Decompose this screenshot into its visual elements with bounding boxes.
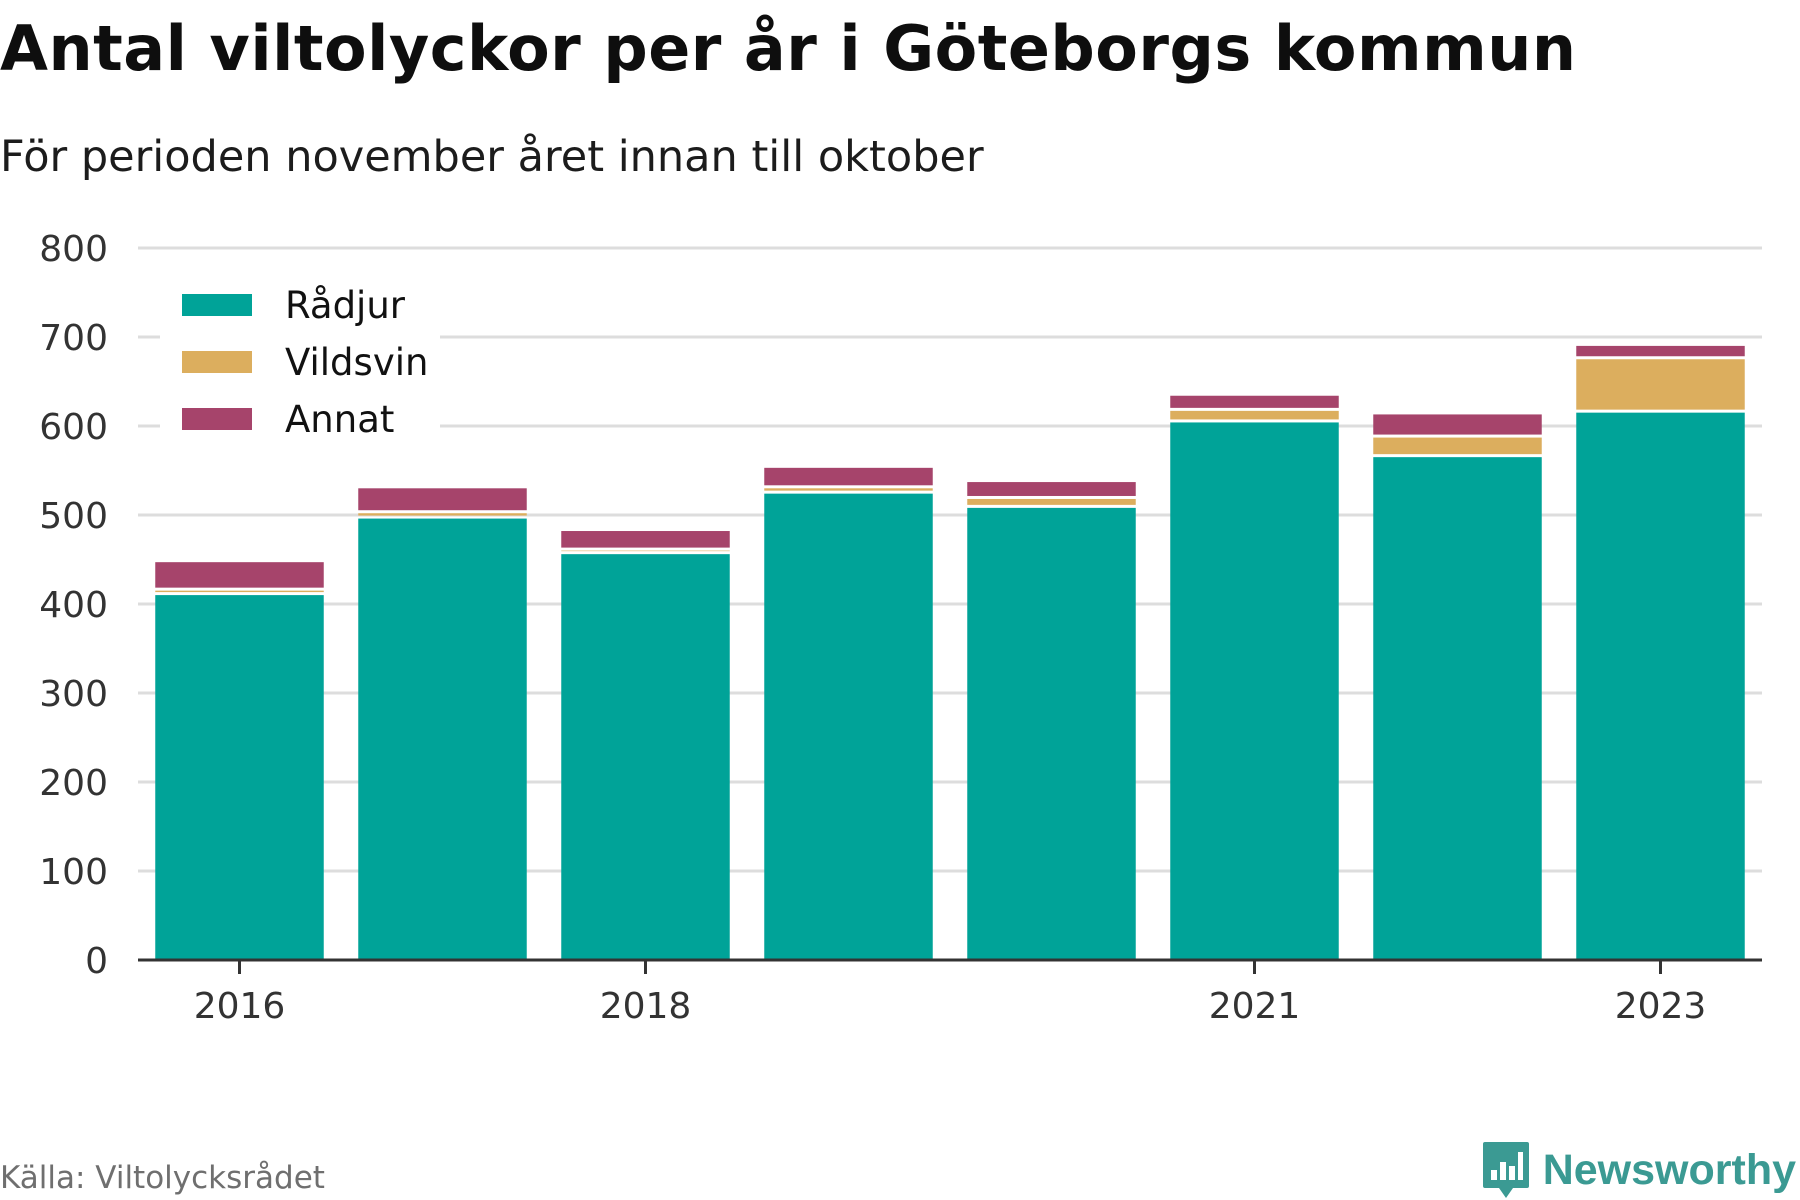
bar-rådjur-2016: [155, 595, 324, 960]
y-tick-label: 600: [39, 407, 108, 448]
y-tick-label: 200: [39, 763, 108, 804]
bar-annat-2017: [358, 488, 527, 511]
legend-label-annat: Annat: [285, 398, 394, 441]
stacked-bar-chart: 0 100 200 300 400 500 600 700 800 2016 2018 2021 202…: [39, 229, 1762, 1027]
bar-rådjur-2017: [358, 518, 527, 960]
bar-rådjur-2018: [561, 554, 730, 960]
bar-vildsvin-2022: [1373, 437, 1542, 455]
bars: [155, 345, 1745, 960]
bar-rådjur-2020: [967, 507, 1136, 960]
bar-annat-2018: [561, 531, 730, 548]
y-tick-label: 800: [39, 229, 108, 270]
y-tick-label: 0: [85, 941, 108, 982]
bar-rådjur-2023: [1576, 412, 1745, 960]
bar-rådjur-2022: [1373, 457, 1542, 960]
y-tick-label: 500: [39, 496, 108, 537]
bar-vildsvin-2016: [155, 590, 324, 593]
y-tick-label: 100: [39, 852, 108, 893]
bar-rådjur-2021: [1170, 422, 1339, 960]
y-tick-label: 300: [39, 674, 108, 715]
y-tick-label: 700: [39, 318, 108, 359]
y-tick-label: 400: [39, 585, 108, 626]
brand-name: Newsworthy: [1542, 1145, 1796, 1194]
bar-vildsvin-2019: [764, 488, 933, 491]
legend-label-rådjur: Rådjur: [285, 284, 406, 327]
x-tick-label: 2021: [1209, 986, 1301, 1027]
legend-swatch-annat: [182, 408, 252, 430]
x-tick-label: 2018: [600, 986, 692, 1027]
legend: Rådjur Vildsvin Annat: [160, 268, 440, 441]
bar-vildsvin-2021: [1170, 410, 1339, 420]
brand-logo: Newsworthy: [1481, 1140, 1796, 1200]
x-tick-label: 2016: [194, 986, 286, 1027]
bar-annat-2021: [1170, 395, 1339, 408]
chart-title: Antal viltolyckor per år i Göteborgs kom…: [0, 12, 1577, 85]
bar-annat-2023: [1576, 345, 1745, 357]
legend-label-vildsvin: Vildsvin: [285, 341, 428, 384]
bar-vildsvin-2023: [1576, 359, 1745, 410]
legend-swatch-rådjur: [182, 294, 252, 316]
legend-swatch-vildsvin: [182, 351, 252, 373]
x-tick-label: 2023: [1615, 986, 1707, 1027]
axes: 0 100 200 300 400 500 600 700 800 2016 2018 2021 202…: [39, 229, 1762, 1027]
bar-vildsvin-2017: [358, 513, 527, 516]
bar-rådjur-2019: [764, 493, 933, 960]
bar-annat-2022: [1373, 414, 1542, 435]
bar-annat-2016: [155, 562, 324, 588]
chart-subtitle: För perioden november året innan till ok…: [0, 132, 984, 182]
bar-vildsvin-2018: [561, 550, 730, 552]
bar-vildsvin-2020: [967, 498, 1136, 505]
bar-annat-2020: [967, 482, 1136, 496]
bar-chart-badge-icon: [1482, 1142, 1529, 1198]
source-note: Källa: Viltolycksrådet: [0, 1160, 325, 1196]
bar-annat-2019: [764, 467, 933, 486]
